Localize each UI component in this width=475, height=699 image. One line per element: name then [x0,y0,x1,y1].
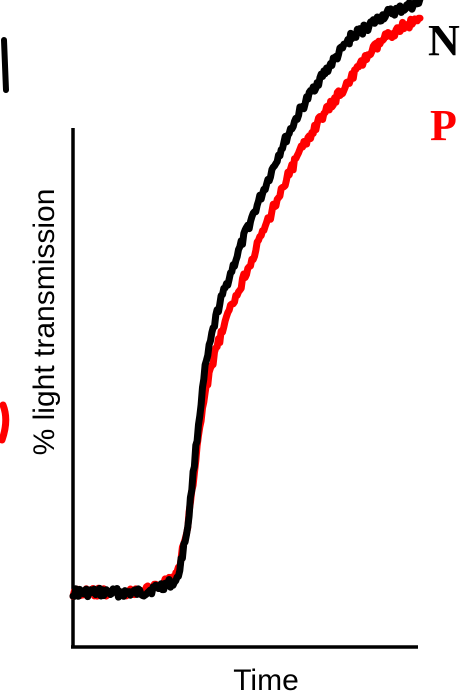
legend-label-p: P [430,101,457,150]
series-layer [69,0,424,601]
edge-fragment-red [0,401,10,444]
plot-area [69,0,424,649]
series-line-p [69,14,424,600]
series-line-n [69,0,424,601]
legend-label-n: N [428,16,460,65]
edge-fragment-black [1,37,9,93]
x-axis-label: Time [233,664,299,697]
y-axis-label: % light transmission [28,189,61,456]
